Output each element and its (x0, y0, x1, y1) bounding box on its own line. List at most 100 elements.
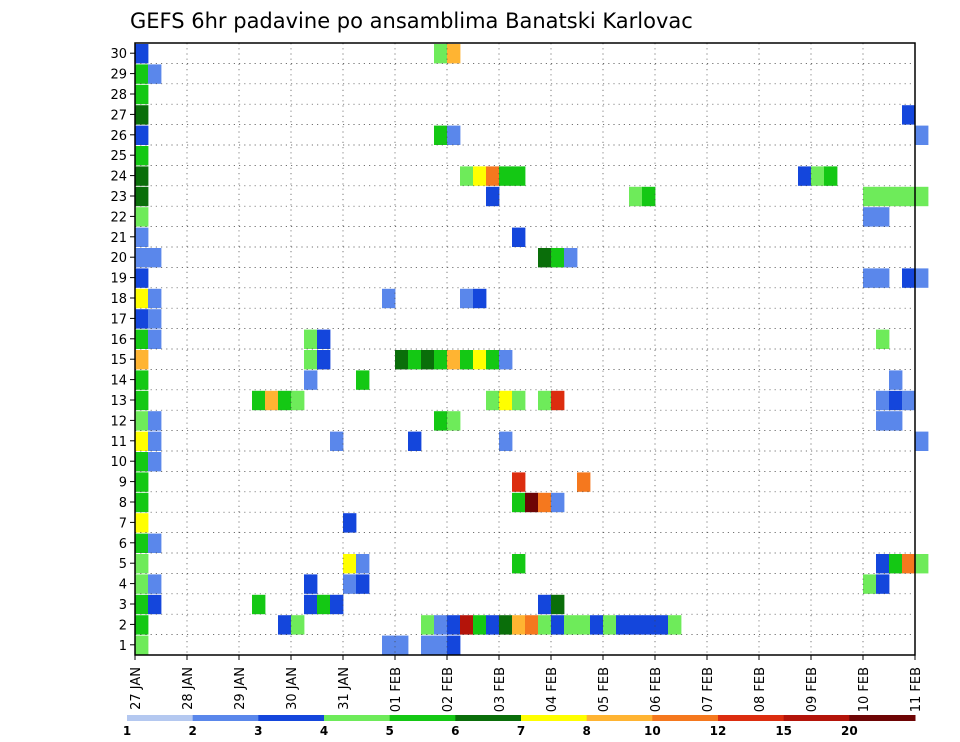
heatmap-cell (876, 186, 890, 207)
heatmap-cell (668, 615, 682, 635)
legend-swatch (455, 715, 522, 721)
legend-label: 4 (320, 724, 328, 738)
y-tick-label: 30 (110, 47, 127, 62)
y-tick-label: 6 (119, 537, 127, 552)
heatmap-cell (317, 329, 331, 349)
heatmap-cell (512, 390, 526, 411)
heatmap-cell (915, 125, 929, 145)
heatmap-cell (135, 44, 149, 64)
heatmap-cell (135, 554, 149, 574)
heatmap-cell (135, 594, 149, 615)
legend-swatch (652, 715, 719, 721)
heatmap-cell (876, 554, 890, 574)
heatmap-cell (486, 186, 500, 207)
legend-swatch (849, 715, 916, 721)
heatmap-cell (304, 350, 318, 370)
legend-label: 12 (710, 724, 727, 738)
heatmap-cell (863, 186, 877, 207)
heatmap-cell (421, 350, 435, 370)
y-tick-label: 18 (110, 292, 127, 307)
heatmap-cell (629, 615, 643, 635)
heatmap-cell (135, 125, 149, 145)
heatmap-cell (135, 329, 149, 349)
heatmap-cell (460, 615, 474, 635)
heatmap-cell (135, 64, 149, 84)
heatmap-cell (395, 635, 409, 655)
y-tick-label: 2 (119, 618, 127, 633)
legend-swatch (258, 715, 325, 721)
legend-swatch (783, 715, 850, 721)
y-tick-label: 7 (119, 516, 127, 531)
heatmap-cell (343, 574, 357, 594)
heatmap-cell (889, 186, 903, 207)
heatmap-cell (538, 615, 552, 635)
y-tick-label: 9 (119, 476, 127, 491)
heatmap-cell (382, 635, 396, 655)
heatmap-cell (304, 370, 318, 390)
heatmap-cell (148, 431, 162, 451)
legend-label: 7 (517, 724, 525, 738)
heatmap-cell (889, 411, 903, 431)
heatmap-cell (330, 594, 344, 615)
y-tick-label: 16 (110, 333, 127, 348)
y-tick-label: 11 (110, 435, 127, 450)
heatmap-cell (902, 105, 916, 125)
heatmap-cell (460, 350, 474, 370)
heatmap-cell (577, 615, 591, 635)
heatmap-cell (512, 227, 526, 247)
heatmap-cell (902, 390, 916, 411)
heatmap-cell (512, 166, 526, 186)
heatmap-cell (512, 472, 526, 492)
heatmap-cell (343, 554, 357, 574)
legend-swatch (324, 715, 391, 721)
heatmap-cell (278, 390, 292, 411)
y-tick-label: 13 (110, 394, 127, 409)
heatmap-cell (876, 329, 890, 349)
heatmap-cell (265, 390, 279, 411)
heatmap-cell (148, 533, 162, 553)
legend-swatch (521, 715, 588, 721)
heatmap-cell (135, 472, 149, 492)
heatmap-cell (551, 248, 565, 268)
y-tick-label: 20 (110, 251, 127, 266)
x-tick-label: 29 JAN (233, 667, 248, 710)
legend-label: 5 (385, 724, 393, 738)
y-tick-label: 27 (110, 108, 127, 123)
heatmap-cell (460, 288, 474, 309)
heatmap-cell (135, 84, 149, 105)
y-axis-ticks: 1234567891011121314151617181920212223242… (110, 47, 135, 654)
legend-label: 2 (188, 724, 196, 738)
legend-swatch (127, 715, 194, 721)
heatmap-cell (135, 350, 149, 370)
heatmap-cell (863, 268, 877, 288)
heatmap-cell (252, 594, 266, 615)
heatmap-cell (499, 431, 513, 451)
legend-swatch (718, 715, 785, 721)
heatmap-cell (135, 309, 149, 329)
heatmap-cell (915, 268, 929, 288)
heatmap-cell (278, 615, 292, 635)
heatmap-cell (434, 44, 448, 64)
heatmap-cell (135, 574, 149, 594)
y-tick-label: 29 (110, 68, 127, 83)
y-tick-label: 23 (110, 190, 127, 205)
heatmap-cell (148, 594, 162, 615)
heatmap-cell (525, 492, 539, 513)
heatmap-cell (148, 574, 162, 594)
heatmap-cell (434, 125, 448, 145)
heatmap-cell (343, 513, 357, 533)
heatmap-cell (629, 186, 643, 207)
y-tick-label: 26 (110, 129, 127, 144)
x-tick-label: 08 FEB (753, 667, 768, 712)
grid-lines (135, 43, 915, 655)
legend-label: 6 (451, 724, 459, 738)
legend-label: 8 (582, 724, 590, 738)
heatmap-cell (135, 166, 149, 186)
heatmap-cell (538, 492, 552, 513)
x-tick-label: 03 FEB (493, 667, 508, 712)
legend-label: 3 (254, 724, 262, 738)
y-tick-label: 19 (110, 272, 127, 287)
heatmap-cell (148, 288, 162, 309)
heatmap-cell (304, 329, 318, 349)
heatmap-cell (590, 615, 604, 635)
